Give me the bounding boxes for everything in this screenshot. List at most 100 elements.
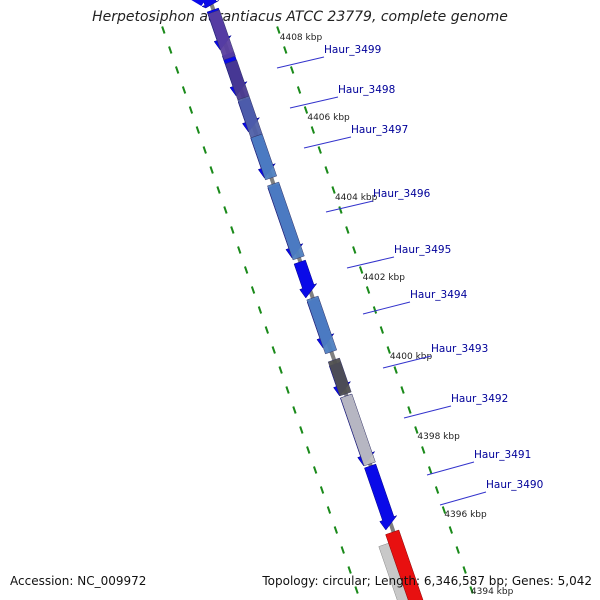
outer-tick-mark [340,546,345,554]
outer-tick-mark [326,506,332,514]
similarity-track-bar [306,295,338,355]
outer-tick-mark [354,586,359,594]
similarity-track-bar [267,181,305,261]
outer-tick-mark [264,326,269,334]
label-leader-line [325,200,374,213]
inner-tick-mark [393,366,398,374]
inner-tick-mark [296,86,302,94]
outer-tick-mark [333,526,338,534]
similarity-track-bar [225,59,250,101]
inner-tick-mark [455,546,460,554]
outer-tick-mark [244,266,249,274]
label-leader-line [346,256,395,269]
inner-tick-mark [386,346,391,354]
scale-label: 4400 kbp [390,352,433,362]
similarity-track-bar [327,357,352,397]
map-title: Herpetosiphon aurantiacus ATCC 23779, co… [92,9,508,25]
scale-label: 4408 kbp [280,33,323,43]
inner-tick-mark [283,46,288,54]
label-leader-line [276,56,325,69]
label-leader-line [362,301,411,315]
outer-tick-mark [216,186,221,194]
scale-label: 4398 kbp [417,432,460,442]
gene-arrow-reverse[interactable] [385,529,424,600]
gene-label[interactable]: Haur_3493 [431,343,488,355]
label-leader-line [439,491,487,506]
inner-tick-mark [469,586,474,594]
outer-tick-mark [257,306,263,314]
inner-tick-mark [317,146,322,154]
inner-tick-mark [310,126,315,134]
similarity-track-bar [340,393,376,467]
inner-tick-mark [400,386,405,394]
gene-label[interactable]: Haur_3495 [394,244,451,256]
gene-label[interactable]: Haur_3497 [351,124,408,136]
outer-tick-mark [209,166,214,174]
gene-label[interactable]: Haur_3499 [324,44,381,56]
scale-label: 4402 kbp [363,273,406,283]
inner-tick-mark [338,206,343,214]
inner-tick-mark [345,226,350,234]
outer-tick-mark [250,286,256,294]
similarity-track-bar [237,95,263,139]
outer-tick-mark [271,346,276,354]
inner-tick-mark [462,566,467,574]
scale-label: 4394 kbp [471,587,514,597]
gene-label[interactable]: Haur_3491 [474,449,531,461]
inner-tick-mark [303,106,309,114]
scale-label: 4396 kbp [444,510,487,520]
inner-tick-mark [441,506,447,514]
outer-tick-mark [299,426,304,434]
outer-tick-mark [195,126,200,134]
gene-label[interactable]: Haur_3496 [373,188,431,200]
gene-label[interactable]: Haur_3490 [486,479,543,491]
outer-tick-mark [237,246,242,254]
inner-tick-mark [414,426,419,434]
inner-tick-mark [352,246,357,254]
label-leader-line [403,405,452,419]
inner-tick-mark [434,486,440,494]
gene-arrow-forward[interactable] [191,0,206,6]
outer-tick-mark [181,86,187,94]
outer-tick-mark [347,566,352,574]
inner-tick-mark [365,286,371,294]
label-leader-line [426,461,475,476]
scale-label: 4406 kbp [307,113,350,123]
outer-tick-mark [188,106,194,114]
inner-tick-mark [331,186,336,194]
similarity-track-bar [207,9,236,61]
outer-tick-mark [278,366,283,374]
label-leader-line [289,96,339,109]
gene-label[interactable]: Haur_3492 [451,393,508,405]
outer-tick-mark [285,386,290,394]
inner-tick-mark [359,266,364,274]
inner-tick-mark [290,66,295,74]
accession-text: Accession: NC_009972 [10,574,147,588]
gene-label[interactable]: Haur_3494 [410,289,468,301]
inner-tick-mark [324,166,329,174]
genome-summary-text: Topology: circular; Length: 6,346,587 bp… [262,574,592,588]
outer-tick-mark [230,226,235,234]
inner-tick-mark [428,466,433,474]
scale-label: 4404 kbp [335,193,378,203]
outer-tick-mark [168,46,173,54]
label-leader-line [382,355,432,369]
outer-tick-mark [175,66,180,74]
outer-tick-mark [202,146,207,154]
outer-tick-mark [306,446,311,454]
inner-tick-mark [448,526,453,534]
outer-tick-mark [319,486,325,494]
outer-tick-mark [161,26,166,34]
inner-tick-mark [379,326,384,334]
gene-label[interactable]: Haur_3498 [338,84,395,96]
inner-tick-mark [407,406,412,414]
gene-arrow-forward[interactable] [293,259,318,299]
outer-tick-mark [292,406,297,414]
inner-tick-mark [276,26,281,34]
outer-tick-mark [223,206,228,214]
gene-arrow-forward[interactable] [364,463,398,531]
inner-tick-mark [421,446,426,454]
similarity-track-bar [250,133,278,181]
inner-tick-mark [372,306,378,314]
